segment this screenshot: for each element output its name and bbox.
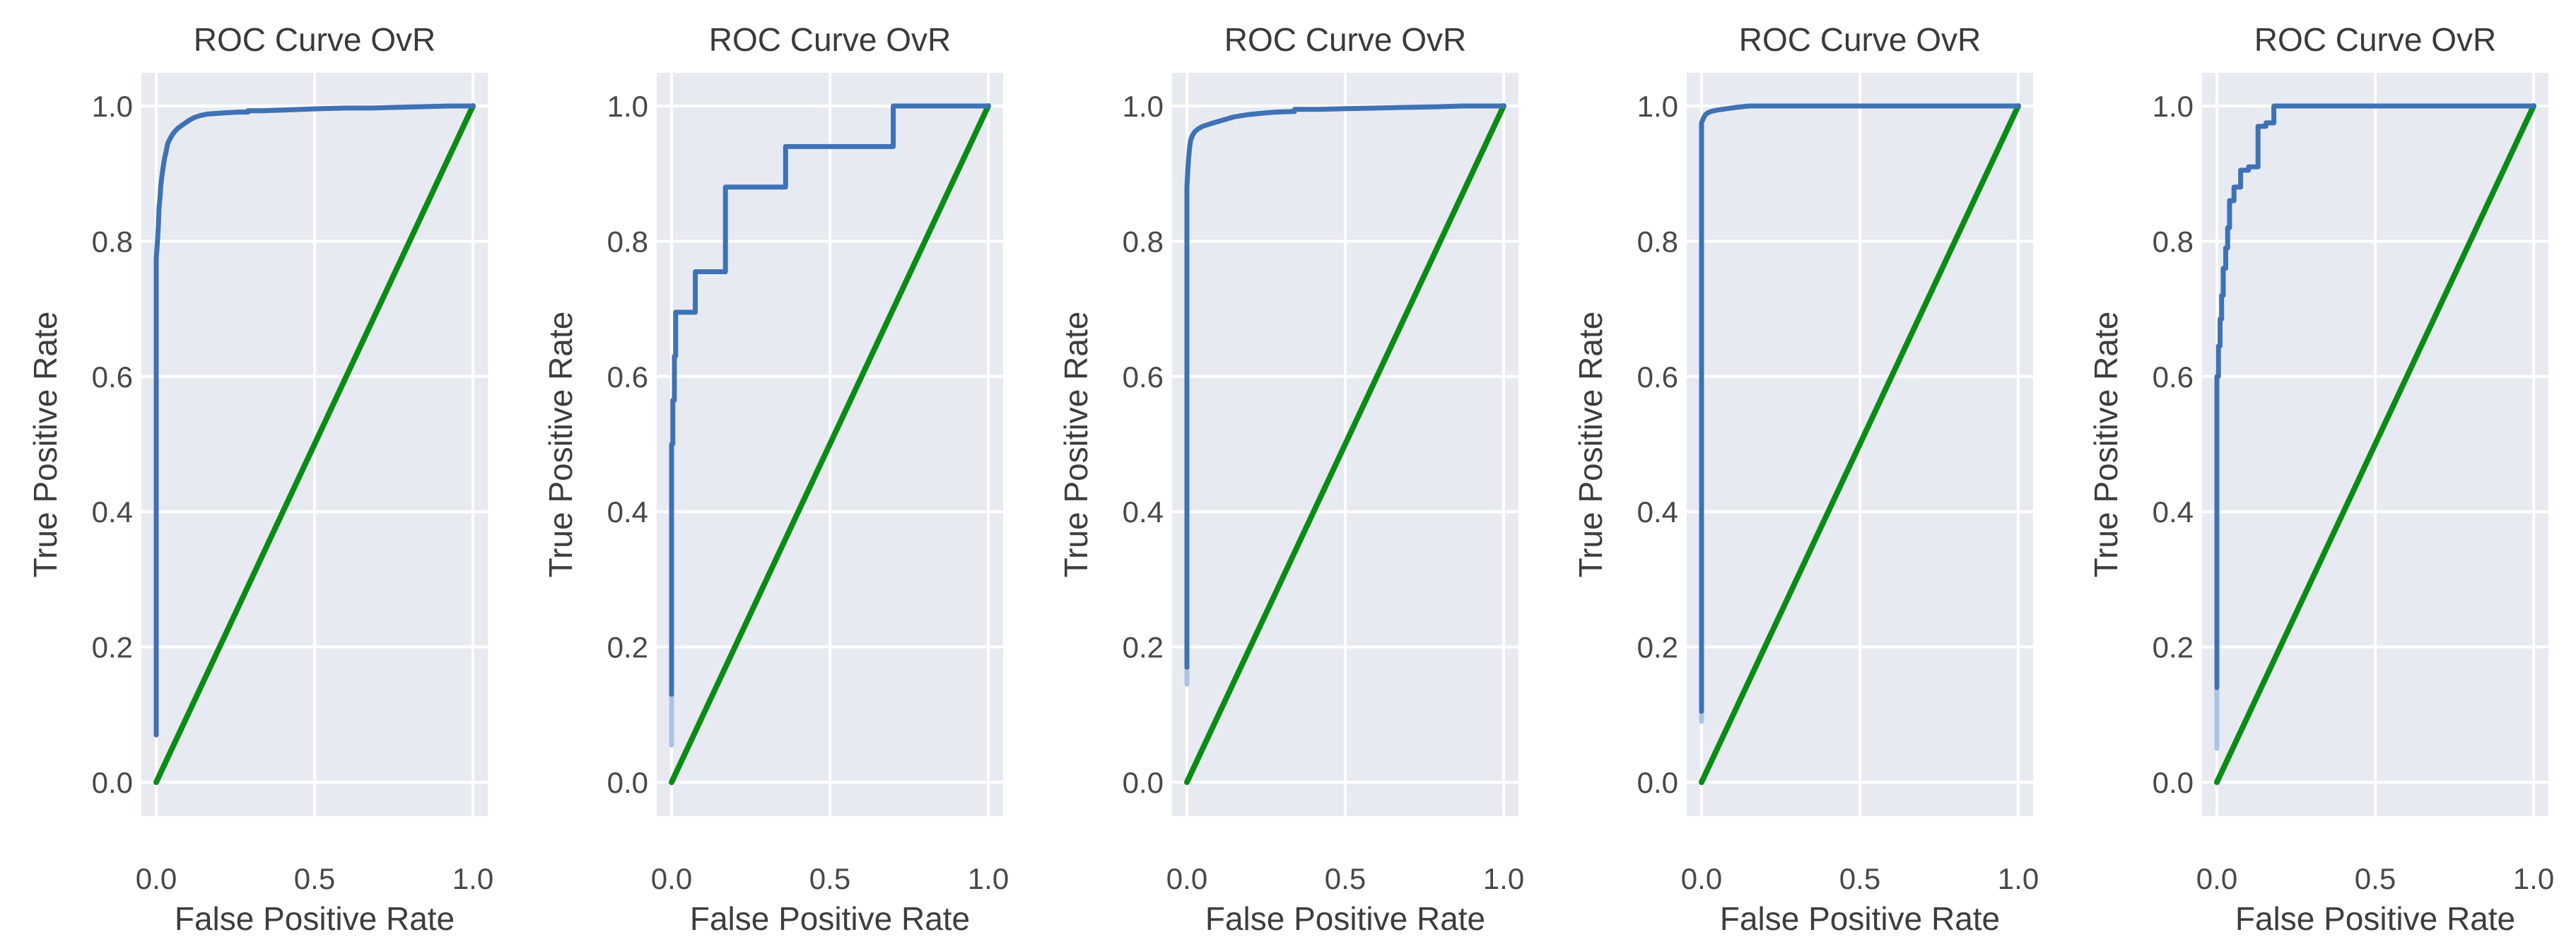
x-tick-label: 0.0 xyxy=(1681,862,1722,895)
y-tick-label: 0.4 xyxy=(1637,495,1678,529)
y-tick-label: 1.0 xyxy=(92,90,133,123)
x-tick-label: 0.5 xyxy=(1324,862,1365,895)
chance-diagonal-line xyxy=(1699,103,2022,785)
y-tick-label: 0.8 xyxy=(1637,225,1678,258)
x-tick-label: 0.5 xyxy=(294,862,335,895)
chart-title: ROC Curve OvR xyxy=(1739,21,1981,58)
roc-subplot-5: ROC Curve OvR 0.0 0.2 0.4 0.6 0.8 1.0 0.0 0.5 1.0… xyxy=(2088,21,2554,937)
roc-curve xyxy=(2214,103,2536,690)
y-tick-label: 1.0 xyxy=(1122,90,1163,123)
chart-title: ROC Curve OvR xyxy=(709,21,951,58)
x-tick-label: 0.0 xyxy=(136,862,177,895)
x-axis-label: False Positive Rate xyxy=(175,900,455,937)
x-tick-label: 0.5 xyxy=(2355,862,2396,895)
x-tick-label: 1.0 xyxy=(2513,862,2554,895)
y-tick-label: 0.0 xyxy=(1637,766,1678,799)
y-tick-label: 1.0 xyxy=(2153,90,2194,123)
y-tick-label: 0.6 xyxy=(2153,360,2194,394)
y-tick-label: 0.0 xyxy=(92,766,133,799)
chart-title: ROC Curve OvR xyxy=(2254,21,2496,58)
y-tick-label: 0.2 xyxy=(1637,631,1678,664)
x-tick-label: 1.0 xyxy=(1998,862,2039,895)
y-tick-label: 0.0 xyxy=(2153,766,2194,799)
y-tick-label: 0.8 xyxy=(1122,225,1163,258)
y-axis-label: True Positive Rate xyxy=(1058,312,1094,578)
y-tick-label: 1.0 xyxy=(1637,90,1678,123)
x-tick-label: 0.5 xyxy=(809,862,850,895)
x-tick-label: 1.0 xyxy=(968,862,1009,895)
x-tick-label: 1.0 xyxy=(452,862,493,895)
x-axis-label: False Positive Rate xyxy=(690,900,970,937)
roc-curve xyxy=(1184,103,1506,670)
roc-subplot-4: ROC Curve OvR 0.0 0.2 0.4 0.6 0.8 1.0 0.0 0.5 1.0… xyxy=(1572,21,2039,937)
x-axis-label: False Positive Rate xyxy=(1720,900,2000,937)
x-tick-label: 0.0 xyxy=(651,862,692,895)
chance-diagonal-line xyxy=(2214,103,2537,785)
chart-title: ROC Curve OvR xyxy=(1224,21,1465,58)
y-tick-label: 0.6 xyxy=(1122,360,1163,394)
x-tick-label: 0.5 xyxy=(1839,862,1880,895)
y-tick-label: 0.6 xyxy=(1637,360,1678,394)
chance-diagonal-line xyxy=(1183,103,1506,785)
y-tick-label: 0.6 xyxy=(607,360,648,394)
y-axis-label: True Positive Rate xyxy=(2088,312,2124,578)
chart-title: ROC Curve OvR xyxy=(194,21,435,58)
y-tick-label: 1.0 xyxy=(607,90,648,123)
y-tick-label: 0.4 xyxy=(607,495,648,529)
chance-diagonal-line xyxy=(668,103,991,785)
x-tick-label: 1.0 xyxy=(1482,862,1523,895)
y-tick-label: 0.8 xyxy=(92,225,133,258)
y-tick-label: 0.8 xyxy=(607,225,648,258)
y-tick-label: 0.4 xyxy=(92,495,133,529)
roc-subplot-3: ROC Curve OvR 0.0 0.2 0.4 0.6 0.8 1.0 0.0 0.5 1.0… xyxy=(1058,21,1524,937)
y-axis-label: True Positive Rate xyxy=(27,312,64,578)
roc-curve xyxy=(153,103,476,738)
roc-curve xyxy=(1699,103,2021,714)
y-tick-label: 0.2 xyxy=(92,631,133,664)
y-axis-label: True Positive Rate xyxy=(1572,312,1609,578)
x-axis-label: False Positive Rate xyxy=(1205,900,1485,937)
y-axis-label: True Positive Rate xyxy=(542,312,579,578)
y-tick-label: 0.0 xyxy=(1122,766,1163,799)
y-tick-label: 0.6 xyxy=(92,360,133,394)
y-tick-label: 0.8 xyxy=(2153,225,2194,258)
chance-diagonal-line xyxy=(153,103,476,785)
y-tick-label: 0.4 xyxy=(2153,495,2194,529)
roc-subplot-2: ROC Curve OvR 0.0 0.2 0.4 0.6 0.8 1.0 0.0 0.5 1.0… xyxy=(542,21,1009,937)
x-tick-label: 0.0 xyxy=(1166,862,1207,895)
y-tick-label: 0.4 xyxy=(1122,495,1163,529)
y-tick-label: 0.2 xyxy=(1122,631,1163,664)
x-tick-label: 0.0 xyxy=(2196,862,2237,895)
y-tick-label: 0.0 xyxy=(607,766,648,799)
roc-subplot-1: ROC Curve OvR 0.0 0.2 0.4 0.6 0.8 1.0 0.0 0.5 1.0… xyxy=(27,21,493,937)
y-tick-label: 0.2 xyxy=(2153,631,2194,664)
roc-curve xyxy=(669,103,991,697)
y-tick-label: 0.2 xyxy=(607,631,648,664)
x-axis-label: False Positive Rate xyxy=(2235,900,2515,937)
